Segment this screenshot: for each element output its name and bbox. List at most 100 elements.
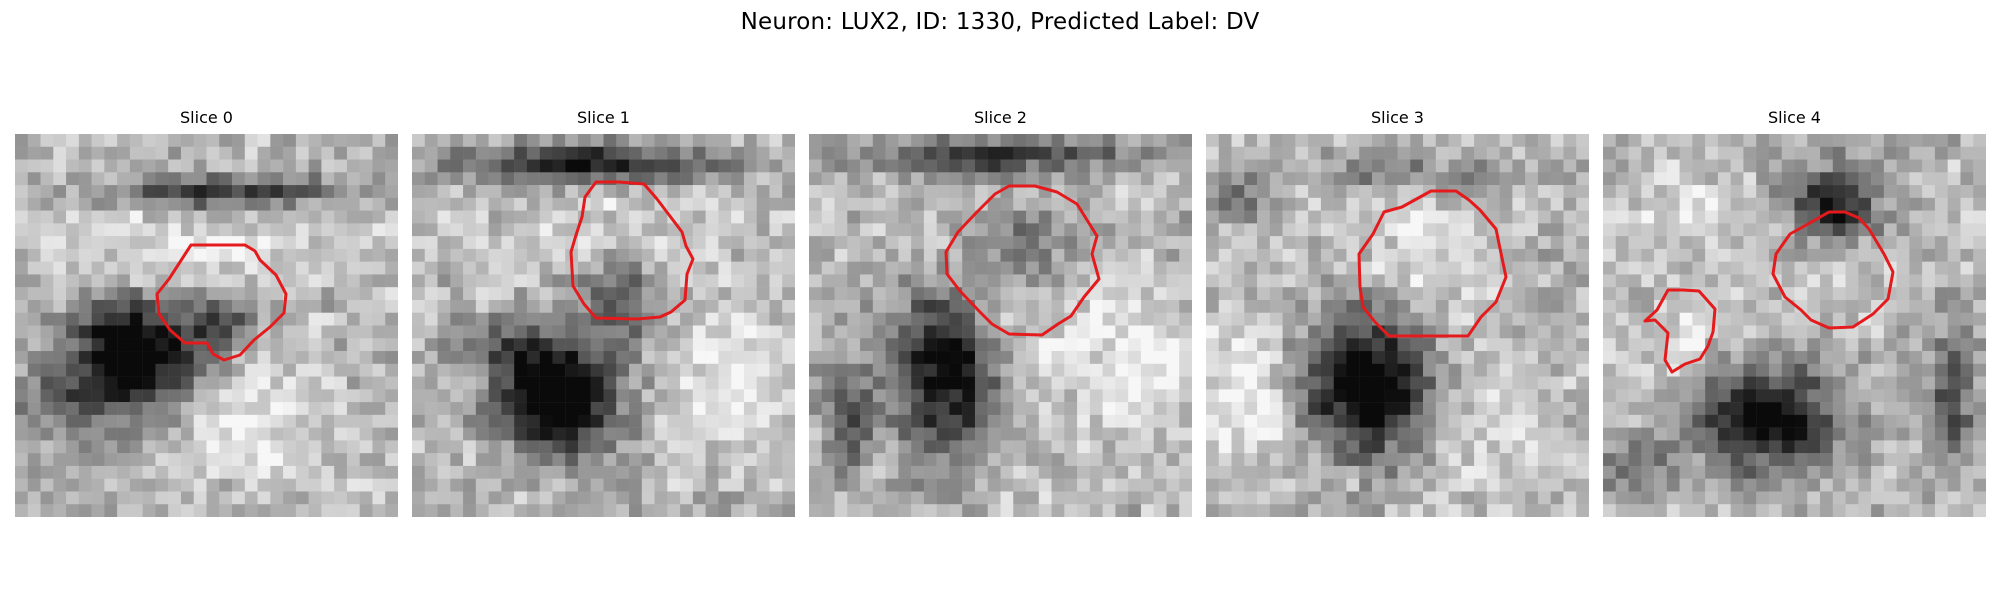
image-pixel bbox=[1397, 248, 1411, 262]
image-pixel bbox=[206, 287, 220, 301]
image-pixel bbox=[629, 325, 642, 339]
image-pixel bbox=[590, 185, 604, 199]
image-pixel bbox=[1781, 159, 1795, 173]
image-pixel bbox=[514, 338, 528, 352]
image-pixel bbox=[257, 312, 271, 326]
image-pixel bbox=[142, 414, 156, 428]
image-pixel bbox=[501, 440, 515, 454]
image-pixel bbox=[1666, 427, 1680, 441]
image-pixel bbox=[1384, 427, 1398, 441]
image-pixel bbox=[616, 338, 630, 352]
image-pixel bbox=[1371, 491, 1385, 505]
image-pixel bbox=[1756, 363, 1770, 377]
image-pixel bbox=[1257, 223, 1271, 237]
image-pixel bbox=[1448, 197, 1462, 211]
image-pixel bbox=[1883, 185, 1897, 199]
image-pixel bbox=[1102, 172, 1116, 186]
image-pixel bbox=[104, 504, 118, 517]
image-pixel bbox=[1692, 261, 1706, 275]
image-pixel bbox=[1692, 478, 1706, 492]
image-pixel bbox=[180, 210, 194, 224]
image-pixel bbox=[1960, 478, 1974, 492]
image-pixel bbox=[1089, 146, 1103, 160]
image-pixel bbox=[1206, 261, 1219, 275]
image-pixel bbox=[334, 261, 348, 275]
image-pixel bbox=[1231, 299, 1245, 313]
image-pixel bbox=[295, 414, 309, 428]
image-pixel bbox=[1474, 465, 1488, 479]
image-pixel bbox=[1320, 351, 1334, 364]
image-pixel bbox=[680, 197, 694, 211]
image-pixel bbox=[1448, 236, 1462, 250]
image-pixel bbox=[1679, 389, 1693, 403]
image-pixel bbox=[847, 134, 861, 147]
image-pixel bbox=[898, 465, 912, 479]
image-pixel bbox=[974, 248, 988, 262]
image-pixel bbox=[450, 440, 464, 454]
image-pixel bbox=[1384, 376, 1398, 390]
image-pixel bbox=[40, 299, 54, 313]
image-pixel bbox=[1435, 134, 1449, 147]
image-pixel bbox=[295, 134, 309, 147]
image-pixel bbox=[295, 248, 309, 262]
image-pixel bbox=[40, 312, 54, 326]
image-pixel bbox=[1140, 172, 1154, 186]
image-pixel bbox=[1051, 491, 1065, 505]
image-pixel bbox=[66, 325, 80, 339]
image-pixel bbox=[359, 338, 373, 352]
image-pixel bbox=[78, 389, 92, 403]
image-pixel bbox=[962, 363, 976, 377]
image-pixel bbox=[1013, 453, 1027, 467]
image-pixel bbox=[1871, 185, 1885, 199]
image-pixel bbox=[27, 504, 41, 517]
image-pixel bbox=[385, 159, 398, 173]
image-pixel bbox=[155, 440, 169, 454]
image-pixel bbox=[1359, 389, 1373, 403]
image-pixel bbox=[488, 159, 502, 173]
image-pixel bbox=[936, 453, 950, 467]
image-pixel bbox=[1333, 197, 1347, 211]
image-pixel bbox=[1038, 248, 1052, 262]
image-pixel bbox=[1960, 134, 1974, 147]
image-pixel bbox=[949, 389, 963, 403]
image-pixel bbox=[1525, 134, 1539, 147]
image-pixel bbox=[1320, 210, 1334, 224]
image-pixel bbox=[705, 453, 719, 467]
image-pixel bbox=[1692, 185, 1706, 199]
image-pixel bbox=[1525, 351, 1539, 364]
image-pixel bbox=[718, 299, 732, 313]
image-pixel bbox=[898, 185, 912, 199]
image-pixel bbox=[1563, 146, 1577, 160]
image-pixel bbox=[1140, 185, 1154, 199]
slice-pixels-1 bbox=[412, 134, 795, 517]
image-pixel bbox=[334, 210, 348, 224]
image-pixel bbox=[1756, 185, 1770, 199]
image-pixel bbox=[885, 440, 899, 454]
image-pixel bbox=[1654, 185, 1668, 199]
image-pixel bbox=[1115, 146, 1129, 160]
image-pixel bbox=[463, 478, 477, 492]
image-pixel bbox=[1628, 427, 1642, 441]
image-pixel bbox=[117, 159, 131, 173]
image-pixel bbox=[718, 159, 732, 173]
image-pixel bbox=[1934, 312, 1948, 326]
image-pixel bbox=[1320, 465, 1334, 479]
image-pixel bbox=[847, 440, 861, 454]
image-pixel bbox=[1166, 197, 1180, 211]
image-pixel bbox=[860, 440, 874, 454]
image-pixel bbox=[1448, 312, 1462, 326]
image-pixel bbox=[78, 287, 92, 301]
image-pixel bbox=[821, 236, 835, 250]
image-pixel bbox=[565, 465, 579, 479]
image-pixel bbox=[270, 414, 284, 428]
image-pixel bbox=[321, 351, 335, 364]
image-pixel bbox=[692, 223, 706, 237]
image-pixel bbox=[949, 402, 963, 416]
image-pixel bbox=[1461, 261, 1475, 275]
image-pixel bbox=[295, 172, 309, 186]
image-pixel bbox=[1269, 338, 1283, 352]
image-pixel bbox=[1512, 389, 1526, 403]
slice-title-0: Slice 0 bbox=[180, 108, 233, 127]
image-pixel bbox=[1282, 427, 1296, 441]
image-pixel bbox=[1397, 287, 1411, 301]
